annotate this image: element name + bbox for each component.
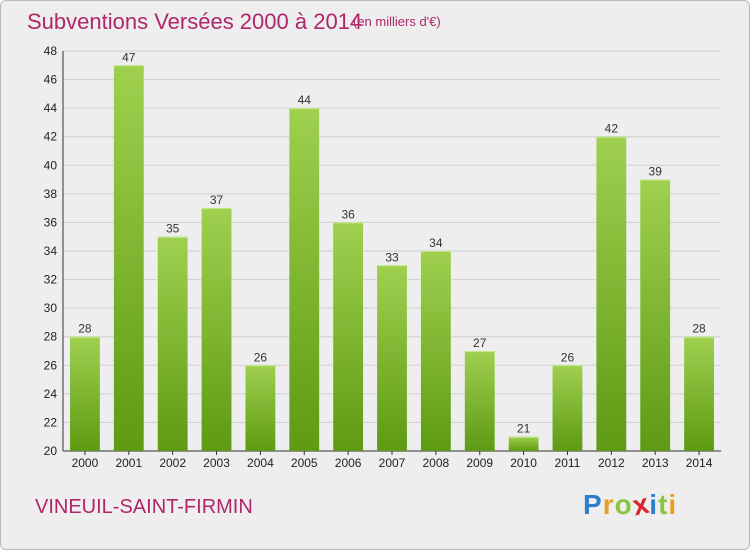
bar <box>377 265 407 451</box>
data-label: 21 <box>517 422 531 436</box>
y-tick-label: 42 <box>44 130 58 144</box>
y-tick-label: 38 <box>44 187 58 201</box>
bar <box>552 365 583 451</box>
x-tick-label: 2011 <box>555 456 581 470</box>
x-tick-label: 2009 <box>466 456 493 470</box>
data-label: 37 <box>210 193 224 207</box>
x-tick-label: 2008 <box>423 456 450 470</box>
bar <box>201 208 232 451</box>
y-tick-label: 32 <box>44 273 58 287</box>
bar <box>333 222 364 451</box>
data-label: 28 <box>692 322 706 336</box>
logo-letter: P <box>583 489 603 520</box>
x-tick-label: 2013 <box>642 456 669 470</box>
data-label: 42 <box>605 122 619 136</box>
value-labels: 28 47 35 37 26 44 36 33 34 27 21 26 42 39 28 <box>78 50 706 435</box>
y-tick-label: 28 <box>44 330 58 344</box>
x-tick-label: 2001 <box>115 456 142 470</box>
x-tick-label: 2007 <box>379 456 406 470</box>
y-tick-label: 36 <box>44 215 58 229</box>
commune-name: VINEUIL-SAINT-FIRMIN <box>35 496 253 518</box>
data-label: 35 <box>166 222 180 236</box>
bar <box>684 336 714 451</box>
y-tick-label: 22 <box>44 415 58 429</box>
x-tick-label: 2004 <box>247 456 274 470</box>
x-tick-label: 2000 <box>72 456 99 470</box>
data-label: 47 <box>122 50 136 64</box>
x-tick-label: 2002 <box>159 456 186 470</box>
y-tick-label: 24 <box>44 387 58 401</box>
x-tick-label: 2003 <box>203 456 230 470</box>
proxiti-logo: Proxiti <box>583 488 678 522</box>
x-tick-label: 2005 <box>291 456 318 470</box>
bar <box>508 436 539 451</box>
x-tick-label: 2014 <box>686 456 713 470</box>
data-label: 28 <box>78 322 92 336</box>
bar <box>464 351 495 451</box>
bar <box>70 336 100 451</box>
bar <box>640 179 671 452</box>
x-tick-label: 2010 <box>510 456 537 470</box>
chart-subtitle: (en milliers d'€) <box>353 14 441 29</box>
data-label: 34 <box>429 236 443 250</box>
data-label: 44 <box>298 93 312 107</box>
y-tick-label: 40 <box>44 158 58 172</box>
y-tick-label: 44 <box>44 101 58 115</box>
data-label: 26 <box>254 350 268 364</box>
y-tick-label: 34 <box>44 244 58 258</box>
bar <box>289 108 320 452</box>
axes: 20 22 24 26 28 30 32 34 36 38 40 42 44 46 48 2000 2001 20… <box>44 44 721 470</box>
logo-letter: o <box>614 489 633 520</box>
bar <box>245 365 276 451</box>
y-tick-label: 26 <box>44 358 58 372</box>
x-tick-label: 2012 <box>598 456 625 470</box>
y-tick-label: 46 <box>44 73 58 87</box>
logo-letter: t <box>658 489 669 520</box>
bar <box>420 251 451 451</box>
data-label: 36 <box>341 207 355 221</box>
chart-title: Subventions Versées 2000 à 2014 <box>27 9 363 34</box>
y-tick-label: 30 <box>44 301 58 315</box>
y-tick-label: 48 <box>44 44 58 58</box>
y-tick-label: 20 <box>44 444 58 458</box>
bars <box>70 65 714 452</box>
bar <box>596 136 627 451</box>
logo-letter: i <box>649 489 659 520</box>
bar <box>113 65 144 452</box>
logo-letter: i <box>668 489 678 520</box>
data-label: 27 <box>473 336 487 350</box>
data-label: 33 <box>385 250 399 264</box>
bar <box>157 236 188 451</box>
data-label: 39 <box>649 165 663 179</box>
data-label: 26 <box>561 350 575 364</box>
x-tick-label: 2006 <box>335 456 362 470</box>
logo-letter: r <box>602 489 615 520</box>
